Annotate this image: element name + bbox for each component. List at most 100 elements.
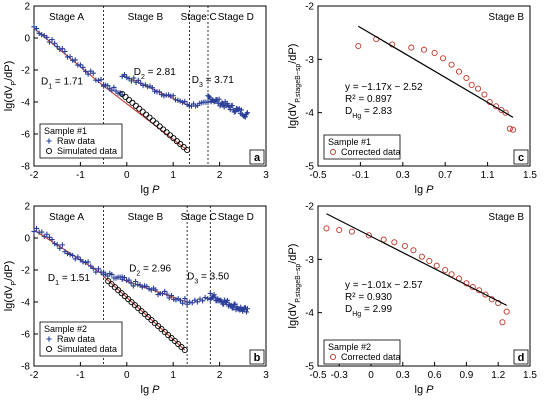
y-tick-label: 2	[24, 202, 30, 213]
data-point	[72, 57, 78, 63]
stage-label: Stage C	[181, 212, 217, 223]
data-point	[105, 278, 112, 285]
data-point	[442, 266, 449, 274]
x-tick-label: 0.3	[396, 170, 410, 181]
y-axis-title: lg(dVP/dP)	[3, 261, 18, 312]
x-tick-label: 1.5	[523, 170, 537, 181]
dimension-label: D1 = 1.51	[48, 273, 90, 287]
data-point	[148, 317, 155, 324]
x-tick-label: -2	[30, 170, 39, 181]
x-axis-title: lg P	[141, 184, 161, 196]
data-point	[175, 97, 181, 103]
legend-title: Sample #1	[328, 137, 371, 147]
x-tick-label: 2	[217, 370, 223, 381]
data-point	[179, 99, 186, 105]
data-point	[109, 87, 115, 93]
stage-label: Stage B	[128, 12, 164, 23]
panel-letter: d	[518, 352, 525, 364]
data-point	[54, 43, 60, 50]
panel-letter-box	[513, 349, 529, 365]
chart-panel-a: -2 -1 0 1 2 3 -8 -6 -4 -2 0 2 lg P lg(dVP/dP) a Stage A…	[3, 2, 269, 197]
data-point	[115, 287, 122, 294]
data-point	[105, 273, 111, 279]
x-tick-label: 1	[170, 370, 176, 381]
data-point	[162, 288, 168, 295]
data-point	[509, 126, 517, 133]
equation-annotation: y = −1.17x − 2.52	[345, 82, 423, 93]
data-point	[202, 294, 208, 301]
data-point	[160, 126, 167, 133]
legend-marker	[46, 336, 52, 342]
data-point	[166, 132, 174, 139]
data-point	[67, 54, 73, 60]
data-point	[156, 89, 162, 95]
data-point	[194, 299, 201, 305]
y-tick-label: -4	[305, 108, 314, 119]
data-point	[232, 301, 238, 307]
y-tick-label: 2	[24, 2, 30, 13]
legend-label: Raw data	[57, 334, 95, 344]
legend-label: Corrected data	[341, 147, 401, 157]
x-tick-label: -0.3	[331, 370, 349, 381]
data-point	[355, 42, 362, 50]
data-point	[52, 241, 58, 247]
x-tick-label: -0.5	[309, 370, 327, 381]
data-point	[39, 229, 45, 235]
data-point	[242, 114, 249, 120]
equation-annotation: y = −1.01x − 2.57	[345, 280, 423, 291]
data-point	[224, 297, 231, 304]
x-tick-label: -1	[76, 370, 85, 381]
x-tick-label: 0	[124, 370, 130, 381]
panel-letter-box	[249, 149, 265, 165]
data-point	[128, 280, 134, 286]
dimension-label: D3 = 3.50	[187, 272, 229, 286]
data-point	[475, 85, 482, 92]
data-point	[238, 107, 244, 113]
data-point	[207, 290, 213, 297]
data-point	[54, 242, 60, 248]
equation-annotation: DHg = 2.99	[345, 304, 392, 318]
data-point	[44, 34, 50, 41]
data-point	[152, 88, 158, 94]
series-raw-data	[31, 24, 251, 120]
legend-marker	[45, 345, 53, 353]
stage-label: Stage B	[488, 12, 524, 23]
y-axis-title: lg(dVP/dP)	[3, 61, 18, 112]
data-point	[170, 93, 176, 99]
legend-title: Sample #1	[44, 126, 87, 136]
chart-panel-b: -2 -1 0 1 2 3 -8 -6 -4 -2 0 2 lg P lg(dVP/dP) b Stage A…	[3, 202, 269, 397]
data-point	[145, 84, 151, 90]
y-tick-label: -3	[305, 255, 314, 266]
data-point	[85, 259, 91, 265]
y-tick-label: -2	[21, 66, 30, 77]
data-point	[133, 278, 139, 285]
data-point	[178, 343, 185, 351]
data-point	[33, 25, 40, 32]
data-point	[502, 109, 509, 116]
y-tick-label: 0	[24, 34, 30, 45]
data-point	[173, 138, 180, 145]
x-tick-label: 0.6	[428, 370, 442, 381]
data-point	[57, 46, 63, 52]
x-tick-label: 1.1	[481, 170, 495, 181]
data-point	[220, 101, 226, 107]
legend-box	[323, 134, 401, 160]
data-point	[468, 81, 475, 88]
data-point	[80, 64, 86, 71]
data-point	[182, 98, 188, 105]
data-point	[184, 146, 191, 154]
data-point	[155, 323, 162, 330]
x-tick-label: 1.2	[491, 370, 505, 381]
y-tick-label: -8	[21, 162, 30, 173]
panel-letter: b	[254, 352, 261, 364]
data-point	[128, 78, 135, 84]
data-point	[49, 36, 55, 43]
y-tick-label: -2	[305, 202, 314, 213]
data-point	[161, 93, 167, 99]
data-point	[151, 320, 158, 327]
legend-box	[39, 321, 123, 357]
